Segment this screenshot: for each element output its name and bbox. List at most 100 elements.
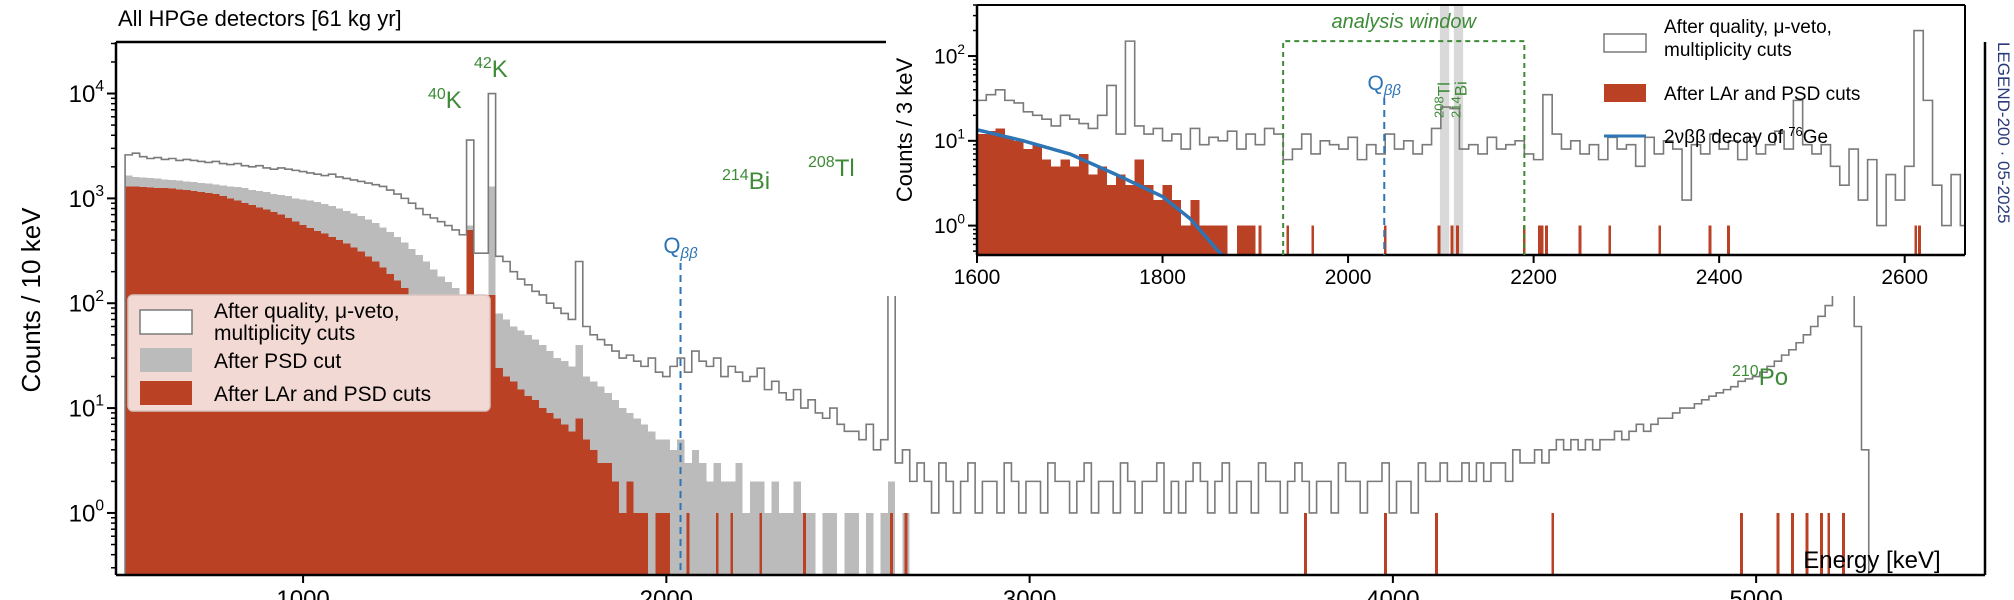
lar-psd-bin	[546, 412, 554, 575]
inset-lar-psd-event	[1545, 225, 1548, 255]
annotation-qbb: Qββ	[663, 233, 698, 262]
psd-bin	[633, 418, 641, 575]
inset-lar-psd-event	[1608, 225, 1612, 255]
annotation-bi214: 214Bi	[722, 167, 770, 195]
lar-psd-bin	[553, 418, 561, 575]
inset-lar-psd-event	[1450, 225, 1454, 255]
lar-psd-bin	[488, 294, 496, 575]
psd-bin	[829, 512, 838, 575]
psd-bin	[735, 462, 743, 575]
lar-psd-bin	[611, 481, 620, 575]
inset-lar-psd-event	[1727, 225, 1730, 255]
lar-psd-bin	[437, 326, 445, 575]
lar-psd-bin	[364, 256, 373, 575]
y-tick-label: 102	[69, 288, 104, 318]
inset-lar-psd-bin	[1162, 185, 1172, 255]
psd-bin	[699, 462, 707, 575]
psd-bin	[749, 481, 758, 575]
x-tick-label: 1600	[954, 266, 1001, 289]
excluded-band	[1453, 5, 1464, 255]
inset-lar-psd-bin	[1236, 225, 1247, 255]
x-tick-label: 1000	[276, 586, 329, 600]
lar-psd-event	[904, 512, 908, 575]
y-tick-label: 100	[934, 211, 965, 237]
psd-bin	[778, 512, 787, 575]
legend-label-psd: After PSD cut	[214, 350, 341, 373]
inset-lar-psd-event	[1456, 225, 1459, 255]
inset-lar-psd-bin	[1171, 200, 1182, 255]
psd-bin	[742, 512, 750, 575]
psd-bin	[880, 512, 888, 575]
inset-annotation-qbb: Qββ	[1368, 72, 1402, 99]
watermark-legend-200: LEGEND-200 · 05-2025	[1994, 42, 2013, 223]
psd-bin	[786, 512, 794, 575]
x-tick-label: 2000	[1325, 266, 1372, 289]
lar-psd-event	[1551, 512, 1555, 575]
legend-label-lar: After LAr and PSD cuts	[214, 383, 431, 406]
inset-lar-psd-event	[1258, 225, 1262, 255]
psd-bin	[851, 512, 859, 575]
inset-annotation-bi214: 214Bi	[1448, 81, 1470, 118]
lar-psd-bin	[604, 462, 612, 575]
lar-psd-bin	[597, 462, 605, 575]
lar-psd-bin	[662, 512, 670, 575]
y-tick-label: 103	[69, 183, 104, 213]
lar-psd-bin	[422, 310, 431, 575]
inset-lar-psd-bin	[1051, 166, 1061, 255]
inset-lar-psd-bin	[995, 128, 1005, 255]
analysis-window-label: analysis window	[1331, 11, 1477, 33]
inset-lar-psd-bin	[1181, 225, 1191, 255]
inset-lar-psd-event	[1437, 225, 1441, 255]
lar-psd-bin	[502, 376, 511, 575]
inset-quality-cut-histogram	[977, 29, 1965, 255]
inset-lar-psd-event	[1383, 225, 1387, 255]
inset-lar-psd-bin	[1125, 185, 1135, 255]
inset-lar-psd-bin	[1079, 153, 1089, 255]
psd-bin	[822, 512, 830, 575]
inset-lar-psd-bin	[1246, 225, 1256, 255]
lar-psd-event	[890, 512, 894, 575]
inset-lar-psd-bin	[1014, 140, 1024, 255]
inset-lar-psd-event	[1522, 225, 1526, 255]
inset-legend-swatch-quality	[1603, 33, 1647, 53]
inset-lar-psd-event	[1578, 225, 1582, 255]
lar-psd-bin	[524, 396, 532, 575]
lar-psd-bin	[473, 358, 482, 575]
psd-bin	[808, 512, 816, 575]
psd-bin	[720, 481, 729, 575]
lar-psd-event	[1827, 512, 1831, 575]
y-tick-label: 101	[69, 393, 104, 423]
main-legend: After quality, μ-veto, multiplicity cuts …	[127, 294, 491, 412]
inset-lar-psd-bin	[1218, 225, 1228, 255]
lar-psd-bin	[619, 512, 627, 575]
psd-bin	[648, 431, 656, 575]
x-tick-label: 3000	[1003, 586, 1056, 600]
inset-lar-psd-event	[1311, 225, 1315, 255]
legend-swatch-lar	[140, 381, 192, 405]
inset-lar-psd-bin	[1032, 144, 1042, 255]
lar-psd-bin	[444, 334, 453, 575]
inset-legend-label-lar: After LAr and PSD cuts	[1664, 84, 1860, 105]
lar-psd-event	[1841, 512, 1845, 575]
annotation-k42: 42K	[474, 55, 508, 83]
lar-psd-bin	[531, 399, 540, 575]
lar-psd-event	[1820, 512, 1823, 575]
inset-legend-label-quality: After quality, μ-veto, multiplicity cuts	[1664, 17, 1832, 61]
lar-psd-bin	[393, 280, 402, 575]
annotation-po210: 210Po	[1732, 363, 1788, 391]
inset-lar-psd-bin	[1097, 166, 1107, 255]
x-tick-label: 4000	[1366, 586, 1419, 600]
y-tick-label: 101	[934, 127, 965, 153]
inset-legend: After quality, μ-veto, multiplicity cuts …	[1603, 17, 1860, 148]
legend-label-quality: After quality, μ-veto, multiplicity cuts	[214, 300, 400, 345]
lar-psd-bin	[357, 251, 365, 575]
inset-lar-psd-bin	[1060, 159, 1070, 255]
lar-psd-bin	[459, 349, 467, 575]
lar-psd-bin	[539, 408, 547, 575]
lar-psd-event	[1435, 512, 1438, 575]
x-tick-label: 1800	[1139, 266, 1186, 289]
main-title: All HPGe detectors [61 kg yr]	[118, 6, 402, 31]
lar-psd-event	[686, 512, 690, 575]
legend-swatch-psd	[140, 348, 192, 372]
